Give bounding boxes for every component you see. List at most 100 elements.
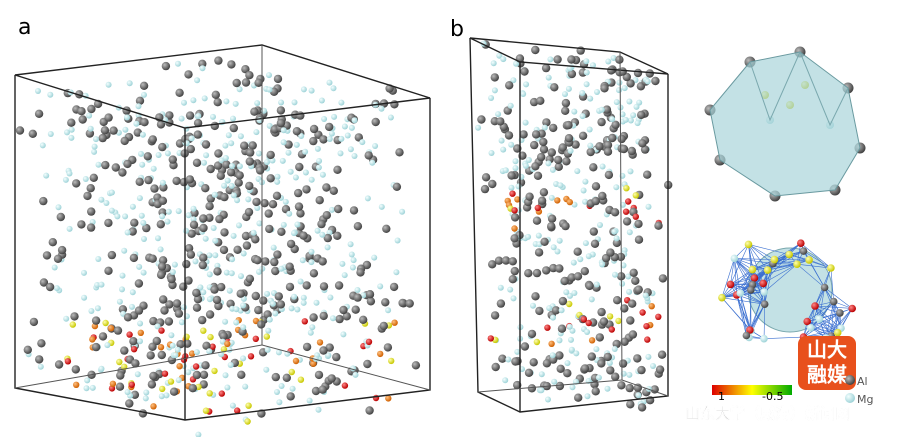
atom	[353, 293, 362, 302]
atom	[285, 262, 294, 271]
atom	[53, 285, 60, 292]
atom	[219, 331, 228, 341]
atom	[820, 283, 829, 292]
atom	[609, 116, 616, 123]
atom	[37, 363, 44, 370]
atom	[229, 163, 235, 169]
atom	[107, 250, 117, 260]
atom	[309, 313, 318, 322]
atom	[539, 137, 548, 147]
bond	[774, 259, 798, 265]
atom	[308, 248, 315, 255]
atom	[238, 273, 244, 280]
atom	[589, 163, 598, 172]
atom	[836, 309, 844, 317]
atom	[43, 172, 50, 179]
atom	[658, 274, 668, 283]
atom	[107, 325, 115, 332]
atom	[365, 290, 375, 299]
atom	[491, 362, 500, 372]
atom	[399, 208, 406, 215]
atom	[212, 252, 219, 259]
atom	[93, 136, 99, 143]
atom	[288, 305, 295, 312]
atom	[242, 241, 252, 250]
atom	[247, 353, 255, 360]
atom	[359, 315, 368, 324]
atom	[190, 205, 197, 212]
atom	[280, 139, 287, 146]
atom	[159, 179, 166, 186]
atom	[551, 306, 561, 315]
bond	[764, 263, 774, 305]
atom	[549, 263, 558, 273]
atom	[104, 113, 113, 122]
atom	[274, 292, 283, 301]
atom	[73, 381, 80, 388]
atom	[541, 63, 551, 73]
atom	[634, 120, 641, 127]
atom	[159, 183, 168, 192]
atom	[597, 359, 606, 368]
atom	[523, 81, 530, 88]
atom	[558, 143, 567, 152]
atom	[531, 45, 540, 55]
atom	[105, 81, 112, 88]
atom	[189, 220, 199, 229]
atom	[311, 386, 321, 396]
atom	[554, 162, 563, 171]
atom	[760, 288, 768, 296]
atom	[213, 98, 222, 107]
atom	[349, 206, 359, 215]
atom	[507, 171, 516, 180]
atom	[199, 253, 208, 262]
atom	[54, 360, 64, 369]
atom	[564, 360, 571, 367]
atom	[573, 272, 583, 281]
atom	[580, 267, 589, 276]
atom	[156, 270, 166, 280]
bond	[831, 312, 841, 337]
atom	[613, 99, 620, 106]
atom	[537, 152, 546, 162]
atom	[580, 316, 587, 323]
atom	[632, 213, 639, 220]
atom	[310, 360, 317, 367]
atom	[278, 265, 285, 272]
atom	[640, 145, 650, 154]
bond	[824, 287, 842, 329]
atom	[252, 197, 261, 207]
atom	[210, 121, 219, 131]
atom	[718, 293, 726, 302]
atom	[222, 160, 231, 169]
atom	[168, 155, 177, 164]
atom	[307, 329, 314, 336]
atom	[637, 403, 647, 412]
atom	[309, 124, 319, 134]
atom	[251, 235, 260, 244]
atom	[627, 168, 634, 175]
atom	[603, 140, 613, 150]
atom	[175, 60, 181, 67]
atom	[182, 259, 191, 269]
atom	[287, 168, 294, 175]
atom	[296, 209, 305, 218]
atom	[111, 163, 121, 172]
atom	[64, 129, 70, 136]
atom	[618, 359, 628, 368]
atom	[628, 299, 637, 308]
atom	[736, 289, 745, 297]
atom	[555, 381, 565, 391]
atom	[119, 286, 125, 293]
atom	[176, 340, 185, 349]
atom	[525, 192, 534, 201]
atom	[91, 342, 101, 352]
atom	[103, 200, 110, 206]
atom	[763, 266, 772, 274]
atom	[118, 305, 128, 314]
atom	[591, 387, 600, 396]
atom	[565, 85, 572, 92]
atom	[233, 319, 240, 326]
atom	[255, 166, 265, 175]
